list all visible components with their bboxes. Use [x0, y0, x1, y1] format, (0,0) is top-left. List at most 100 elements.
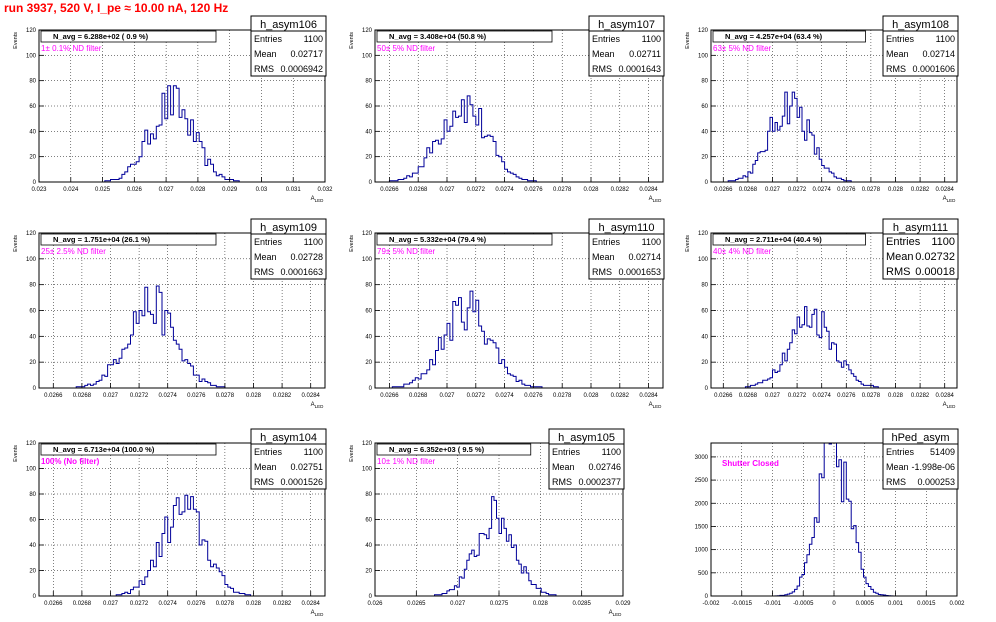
stats-value: 0.0001653: [618, 267, 661, 277]
x-tick-label: 0.0275: [490, 601, 509, 607]
x-tick-label: 0.0272: [130, 393, 149, 399]
x-tick-label: 0.027: [103, 393, 119, 399]
y-tick-label: 20: [701, 155, 708, 161]
x-tick-label: 0.028: [246, 601, 262, 607]
x-tick-label: 0.0266: [380, 393, 399, 399]
y-tick-label: 100: [362, 467, 373, 473]
stats-value: 1100: [642, 237, 661, 247]
y-tick-label: 100: [698, 53, 709, 59]
x-tick-label: 0.025: [95, 187, 111, 193]
x-tick-label: 0.0274: [159, 601, 178, 607]
x-tick-label: -0.0005: [793, 601, 814, 607]
x-tick-label: 0.0276: [187, 601, 206, 607]
legend-box: [40, 443, 217, 456]
stats-box: [588, 15, 665, 77]
y-tick-label: 60: [701, 309, 708, 315]
y-axis-title: Events: [685, 235, 691, 252]
x-axis-title: ALED: [311, 402, 325, 409]
stats-value: 0.02728: [290, 252, 323, 262]
x-tick-label: 0.027: [450, 601, 466, 607]
x-tick-label: 0.026: [127, 187, 143, 193]
x-axis-title: ALED: [943, 402, 957, 409]
legend-text: N_avg = 6.288e+02 ( 0.9 %): [53, 32, 149, 41]
x-tick-label: 0.0276: [837, 187, 856, 193]
y-tick-label: 1000: [695, 548, 709, 554]
x-tick-label: -0.002: [702, 601, 720, 607]
x-tick-label: 0.0272: [788, 187, 807, 193]
x-axis-title: ALED: [311, 610, 325, 617]
x-axis-title: ALED: [311, 196, 325, 203]
x-tick-label: 0.024: [63, 187, 79, 193]
y-tick-label: 60: [29, 518, 36, 524]
x-tick-label: 0.026: [367, 601, 383, 607]
stats-value: 0.0001663: [280, 267, 323, 277]
x-tick-label: 0.0284: [936, 187, 955, 193]
histogram-bars: [39, 85, 325, 183]
histogram-name: h_asym108: [892, 19, 949, 31]
x-tick-label: 0.0284: [639, 393, 658, 399]
stats-value: 0.0006942: [280, 64, 323, 74]
stats-box: [882, 218, 959, 280]
y-tick-label: 80: [29, 79, 36, 85]
x-tick-label: 0.0268: [739, 393, 758, 399]
x-tick-label: 0.0268: [73, 393, 92, 399]
stats-value: 0.02717: [290, 49, 323, 59]
x-tick-label: 0.002: [949, 601, 965, 607]
filter-note: Shutter Closed: [722, 459, 779, 468]
stats-value: 1100: [931, 236, 955, 248]
stats-key: Entries: [886, 447, 915, 457]
stats-key: Entries: [886, 34, 915, 44]
x-tick-label: 0.0282: [273, 601, 292, 607]
y-tick-label: 60: [365, 518, 372, 524]
x-tick-label: 0.027: [439, 393, 455, 399]
y-tick-label: 100: [26, 53, 37, 59]
histogram-name: h_asym111: [893, 222, 948, 234]
x-tick-label: 0.0278: [862, 393, 881, 399]
y-tick-label: 100: [698, 257, 709, 263]
y-tick-label: 120: [26, 28, 37, 34]
y-tick-label: 80: [29, 283, 36, 289]
x-tick-label: 0.0272: [130, 601, 149, 607]
x-tick-label: 0.028: [583, 393, 599, 399]
legend-box: [712, 30, 866, 43]
y-tick-label: 20: [29, 360, 36, 366]
x-tick-label: 0.0005: [856, 601, 875, 607]
x-tick-label: 0.028: [583, 187, 599, 193]
x-tick-label: 0.0278: [862, 187, 881, 193]
y-tick-label: 40: [365, 129, 372, 135]
x-axis-title: ALED: [943, 196, 957, 203]
stats-key: RMS: [552, 477, 572, 487]
x-tick-label: 0.027: [159, 187, 175, 193]
x-tick-label: 0.0284: [936, 393, 955, 399]
x-tick-label: 0.03: [256, 187, 268, 193]
histogram-panel-h_asym111: 0.0266 0.0268 0.027 0.0272 0.0274 0.0276 0.027…: [685, 218, 959, 409]
legend-box: [376, 233, 553, 246]
x-tick-label: 0.028: [246, 393, 262, 399]
x-tick-label: 0.0266: [380, 187, 399, 193]
y-axis-title: Events: [349, 445, 355, 462]
stats-box: [250, 428, 327, 490]
stats-key: Mean: [254, 252, 277, 262]
y-tick-label: 60: [29, 309, 36, 315]
x-tick-label: 0.0272: [467, 393, 486, 399]
filter-note: 1± 0.1% ND filter: [41, 44, 102, 53]
stats-box: [882, 428, 959, 490]
histogram-panel-hPed_asym: -0.002 -0.0015 -0.001 -0.0005 0 0.0005 0.001 0.…: [695, 428, 965, 607]
run-title: run 3937, 520 V, I_pe ≈ 10.00 nA, 120 Hz: [4, 1, 229, 15]
filter-note: 63± 5% ND filter: [713, 44, 772, 53]
stats-value: 0.000253: [917, 477, 955, 487]
y-axis-title: Events: [349, 235, 355, 252]
y-tick-label: 20: [365, 569, 372, 575]
x-tick-label: 0.027: [103, 601, 119, 607]
legend-text: N_avg = 5.332e+04 (79.4 %): [389, 235, 487, 244]
histogram-bars: [39, 285, 325, 389]
stats-value: 1100: [304, 447, 323, 457]
y-tick-label: 2000: [695, 501, 709, 507]
x-tick-label: 0.028: [190, 187, 206, 193]
stats-key: Mean: [592, 252, 615, 262]
x-tick-label: 0.029: [615, 601, 631, 607]
y-tick-label: 100: [26, 257, 37, 263]
stats-value: 0.02711: [629, 49, 661, 59]
y-tick-label: 100: [26, 467, 37, 473]
x-axis-title: ALED: [649, 196, 663, 203]
